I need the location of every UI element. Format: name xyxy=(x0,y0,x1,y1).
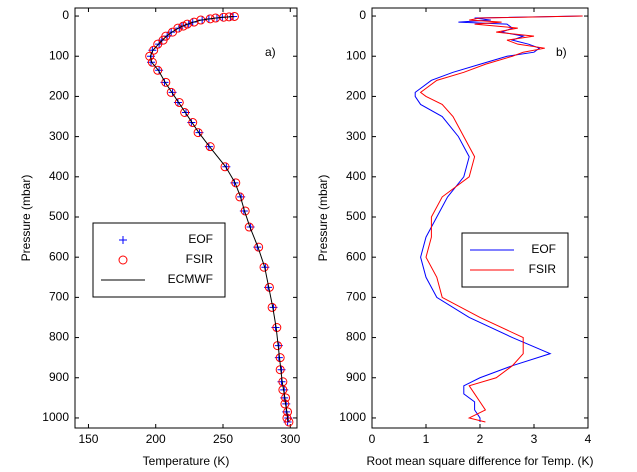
series-line xyxy=(419,15,583,423)
y-tick-label: 300 xyxy=(346,129,366,143)
circle-marker xyxy=(188,118,198,128)
circle-marker xyxy=(149,45,159,55)
plus-marker xyxy=(119,236,127,244)
circle-marker xyxy=(182,19,192,29)
y-tick-label: 200 xyxy=(49,89,69,103)
x-tick-label: 150 xyxy=(78,432,98,446)
x-tick-label: 1 xyxy=(423,432,430,446)
y-tick-label: 400 xyxy=(49,169,69,183)
circle-marker xyxy=(244,222,254,232)
y-tick-label: 800 xyxy=(49,330,69,344)
y-tick-label: 1000 xyxy=(42,410,69,424)
circle-marker xyxy=(153,65,163,75)
circle-marker xyxy=(174,97,184,107)
x-tick-label: 0 xyxy=(369,432,376,446)
circle-marker xyxy=(284,417,294,427)
x-tick-label: 2 xyxy=(477,432,484,446)
circle-marker xyxy=(178,21,188,31)
y-axis-label: Pressure (mbar) xyxy=(19,175,33,262)
y-tick-label: 900 xyxy=(49,370,69,384)
x-tick-label: 3 xyxy=(531,432,538,446)
circle-marker xyxy=(254,242,264,252)
circle-marker xyxy=(193,128,203,138)
x-axis-label: Root mean square difference for Temp. (K… xyxy=(366,454,593,468)
y-axis-label: Pressure (mbar) xyxy=(316,175,330,262)
y-tick-label: 500 xyxy=(346,209,366,223)
circle-marker xyxy=(168,27,178,37)
y-tick-label: 200 xyxy=(346,89,366,103)
circle-marker xyxy=(161,77,171,87)
circle-marker xyxy=(231,178,241,188)
circle-marker xyxy=(166,87,176,97)
legend-label: FSIR xyxy=(186,252,214,266)
panel-annotation: a) xyxy=(265,45,276,59)
y-tick-label: 100 xyxy=(346,48,366,62)
circle-marker xyxy=(220,162,230,172)
legend-label: ECMWF xyxy=(168,272,213,286)
legend-box xyxy=(92,222,226,298)
y-tick-label: 300 xyxy=(49,129,69,143)
x-tick-label: 4 xyxy=(585,432,592,446)
y-tick-label: 600 xyxy=(346,249,366,263)
y-tick-label: 1000 xyxy=(339,410,366,424)
circle-marker xyxy=(180,107,190,117)
circle-marker xyxy=(189,17,199,27)
y-tick-label: 100 xyxy=(49,48,69,62)
y-tick-label: 400 xyxy=(346,169,366,183)
circle-marker xyxy=(259,262,269,272)
x-tick-label: 250 xyxy=(213,432,233,446)
series-line xyxy=(149,15,289,423)
circle-marker xyxy=(145,51,155,61)
circle-marker xyxy=(235,192,245,202)
y-tick-label: 900 xyxy=(346,370,366,384)
circle-marker xyxy=(153,39,163,49)
x-axis-label: Temperature (K) xyxy=(143,454,230,468)
y-tick-label: 0 xyxy=(62,8,69,22)
y-tick-label: 0 xyxy=(359,8,366,22)
series-line xyxy=(414,15,583,422)
y-tick-label: 700 xyxy=(346,290,366,304)
panel-annotation: b) xyxy=(556,45,567,59)
y-tick-label: 700 xyxy=(49,290,69,304)
y-tick-label: 600 xyxy=(49,249,69,263)
legend-label: EOF xyxy=(188,232,213,246)
plot-frame xyxy=(74,7,298,429)
y-tick-label: 800 xyxy=(346,330,366,344)
legend-label: FSIR xyxy=(529,262,557,276)
circle-marker xyxy=(147,57,157,67)
circle-marker xyxy=(205,142,215,152)
x-tick-label: 200 xyxy=(146,432,166,446)
legend-label: EOF xyxy=(531,242,556,256)
y-tick-label: 500 xyxy=(49,209,69,223)
x-tick-label: 300 xyxy=(280,432,300,446)
circle-marker xyxy=(118,255,128,265)
plot-frame xyxy=(371,7,589,429)
legend-box xyxy=(461,232,569,288)
circle-marker xyxy=(240,206,250,216)
